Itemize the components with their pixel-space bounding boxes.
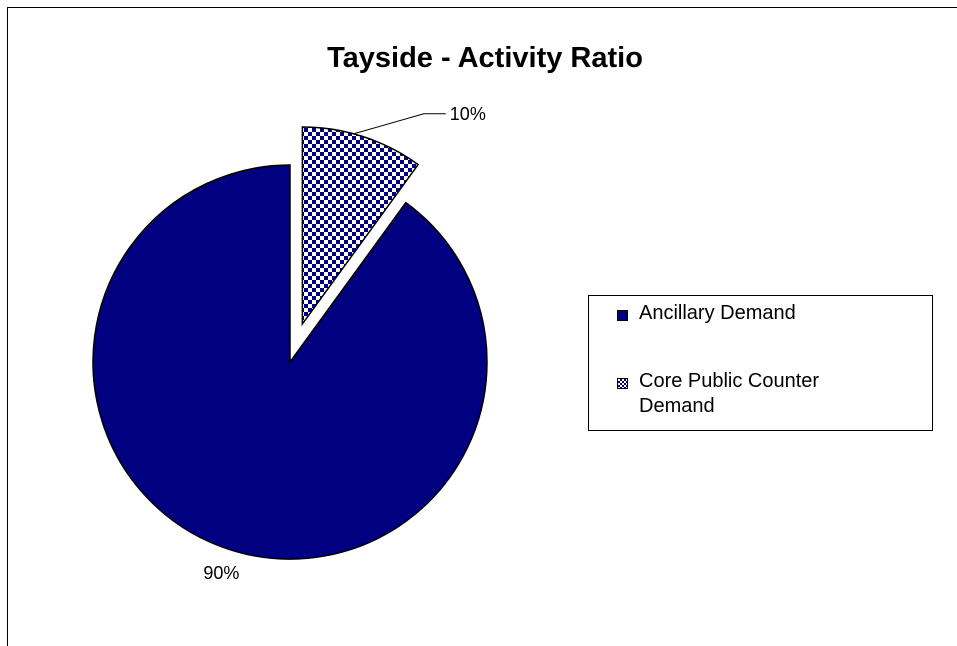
leader-line-core-public-counter-demand <box>353 113 446 135</box>
chart-legend: Ancillary Demand Core Public Counter Dem… <box>588 295 933 431</box>
legend-swatch-core-public-counter-demand <box>617 378 628 389</box>
data-label-core-public-counter-demand: 10% <box>450 104 486 124</box>
pie-data-labels: 10% 90% <box>203 104 485 583</box>
pie-slice-core-public-counter-demand <box>301 126 420 327</box>
pie-slice-ancillary-demand <box>92 164 488 560</box>
legend-label-core-public-counter-demand: Core Public Counter Demand <box>639 370 820 417</box>
chart-title: Tayside - Activity Ratio <box>327 42 643 74</box>
legend-swatch-ancillary-demand <box>617 310 628 321</box>
data-label-ancillary-demand: 90% <box>203 563 239 583</box>
pie-slices <box>92 126 488 560</box>
chart-frame <box>7 7 957 646</box>
legend-label-ancillary-demand: Ancillary Demand <box>639 302 796 324</box>
